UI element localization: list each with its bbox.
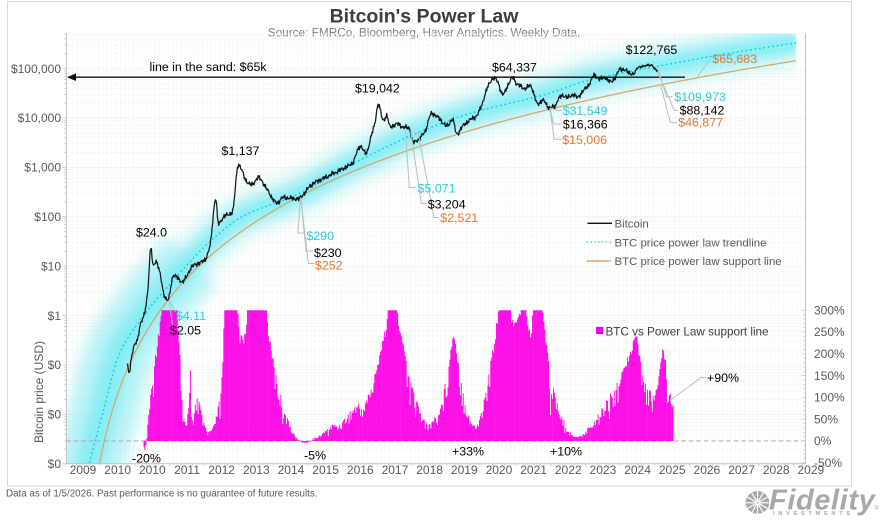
svg-text:$252: $252 — [315, 258, 343, 272]
svg-text:2014: 2014 — [278, 463, 305, 477]
svg-text:$10: $10 — [41, 259, 61, 273]
svg-text:$64,337: $64,337 — [492, 60, 537, 74]
svg-text:2028: 2028 — [763, 463, 790, 477]
svg-text:150%: 150% — [814, 369, 845, 383]
svg-text:$24.0: $24.0 — [136, 225, 167, 239]
svg-text:Bitcoin price (USD): Bitcoin price (USD) — [32, 341, 46, 443]
svg-text:2018: 2018 — [416, 463, 443, 477]
svg-text:2020: 2020 — [486, 463, 513, 477]
svg-text:BTC price power law trendline: BTC price power law trendline — [615, 237, 767, 249]
svg-text:2025: 2025 — [659, 463, 686, 477]
svg-text:0%: 0% — [814, 434, 832, 448]
svg-text:$15,006: $15,006 — [562, 133, 607, 147]
svg-text:2011: 2011 — [174, 463, 200, 477]
svg-text:-20%: -20% — [132, 452, 161, 466]
svg-text:2019: 2019 — [451, 463, 478, 477]
svg-text:BTC price power law support li: BTC price power law support line — [615, 256, 782, 268]
svg-text:$5,071: $5,071 — [418, 181, 456, 195]
svg-text:$100: $100 — [34, 210, 61, 224]
svg-text:$0: $0 — [48, 457, 62, 471]
svg-text:2013: 2013 — [243, 463, 270, 477]
svg-text:®: ® — [875, 505, 880, 512]
svg-text:$100,000: $100,000 — [11, 62, 61, 76]
svg-text:$65,683: $65,683 — [712, 52, 757, 66]
svg-text:100%: 100% — [814, 391, 845, 405]
svg-text:2017: 2017 — [382, 463, 409, 477]
svg-text:$1,000: $1,000 — [24, 161, 61, 175]
svg-text:2026: 2026 — [694, 463, 721, 477]
svg-text:$2,521: $2,521 — [440, 211, 478, 225]
svg-text:Bitcoin: Bitcoin — [615, 219, 649, 231]
svg-text:$2.05: $2.05 — [170, 323, 201, 337]
svg-text:300%: 300% — [814, 303, 845, 317]
svg-text:Data as of 1/5/2026. Past perf: Data as of 1/5/2026. Past performance is… — [6, 489, 318, 500]
svg-text:$46,877: $46,877 — [678, 116, 723, 130]
svg-text:2010: 2010 — [104, 463, 131, 477]
svg-text:2023: 2023 — [590, 463, 617, 477]
svg-text:2022: 2022 — [555, 463, 582, 477]
svg-text:$4.11: $4.11 — [176, 309, 206, 323]
svg-text:Bitcoin's Power Law: Bitcoin's Power Law — [330, 6, 520, 28]
svg-text:$31,549: $31,549 — [563, 104, 608, 118]
svg-text:2010: 2010 — [139, 463, 166, 477]
svg-text:$3,204: $3,204 — [428, 197, 466, 211]
svg-text:2012: 2012 — [208, 463, 235, 477]
svg-text:$1: $1 — [48, 309, 62, 323]
svg-text:$290: $290 — [306, 229, 334, 243]
svg-text:$0: $0 — [48, 408, 62, 422]
svg-text:2021: 2021 — [520, 463, 547, 477]
svg-text:$1,137: $1,137 — [222, 144, 260, 158]
svg-text:2009: 2009 — [70, 463, 97, 477]
svg-text:$122,765: $122,765 — [626, 43, 678, 57]
svg-text:INVESTMENTS: INVESTMENTS — [773, 511, 854, 517]
svg-text:2027: 2027 — [728, 463, 755, 477]
svg-text:$88,142: $88,142 — [680, 104, 725, 118]
svg-text:200%: 200% — [814, 347, 845, 361]
svg-text:$16,366: $16,366 — [563, 118, 608, 132]
svg-text:$10,000: $10,000 — [18, 111, 62, 125]
svg-text:2015: 2015 — [312, 463, 339, 477]
svg-text:250%: 250% — [814, 325, 845, 339]
svg-text:$230: $230 — [314, 246, 342, 260]
svg-text:$0: $0 — [48, 358, 62, 372]
svg-text:2016: 2016 — [347, 463, 374, 477]
svg-text:+90%: +90% — [707, 371, 739, 385]
svg-text:2029: 2029 — [798, 463, 825, 477]
svg-text:line in the sand: $65k: line in the sand: $65k — [149, 60, 267, 74]
svg-text:$19,042: $19,042 — [355, 81, 400, 95]
svg-text:50%: 50% — [814, 412, 838, 426]
svg-text:-5%: -5% — [304, 449, 326, 463]
svg-text:$109,973: $109,973 — [674, 90, 726, 104]
svg-text:+33%: +33% — [452, 444, 484, 458]
svg-text:Fidelity: Fidelity — [769, 485, 877, 517]
svg-text:2024: 2024 — [624, 463, 651, 477]
svg-text:BTC vs Power Law support line: BTC vs Power Law support line — [606, 325, 769, 338]
svg-text:-50%: -50% — [814, 456, 842, 470]
svg-text:+10%: +10% — [550, 444, 582, 458]
